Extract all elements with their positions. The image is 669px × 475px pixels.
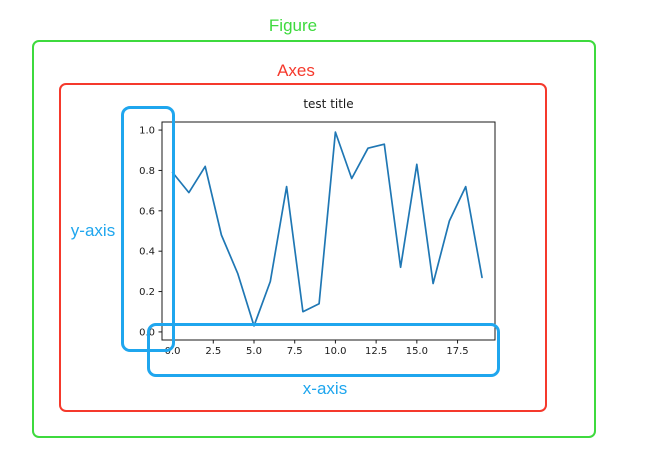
y-tick-label: 0.8: [139, 166, 155, 177]
plot-frame: [161, 121, 496, 341]
x-tick-label: 2.5: [205, 346, 221, 357]
data-line: [171, 131, 483, 327]
x-tick-label: 15.0: [406, 346, 428, 357]
y-tick-label: 1.0: [139, 126, 155, 137]
y-tick-label: 0.6: [139, 206, 155, 217]
axes-label: Axes: [277, 61, 315, 80]
x-tick-label: 5.0: [246, 346, 262, 357]
x-tick-label: 12.5: [365, 346, 387, 357]
chart-title: test title: [303, 97, 354, 111]
x-axis-highlight-box: [147, 323, 500, 377]
y-tick-label: 0.4: [139, 247, 155, 258]
y-axis-label: y-axis: [70, 221, 116, 240]
x-tick-label: 17.5: [446, 346, 468, 357]
figure-label: Figure: [268, 16, 318, 35]
axes-boundary-box: [59, 83, 547, 412]
y-tick-label: 0.2: [139, 287, 155, 298]
x-tick-label: 0.0: [165, 346, 181, 357]
x-axis-label: x-axis: [302, 379, 348, 398]
figure-boundary-box: [32, 40, 596, 438]
x-tick-label: 10.0: [324, 346, 346, 357]
y-axis-highlight-box: [121, 106, 175, 352]
x-tick-label: 7.5: [287, 346, 303, 357]
